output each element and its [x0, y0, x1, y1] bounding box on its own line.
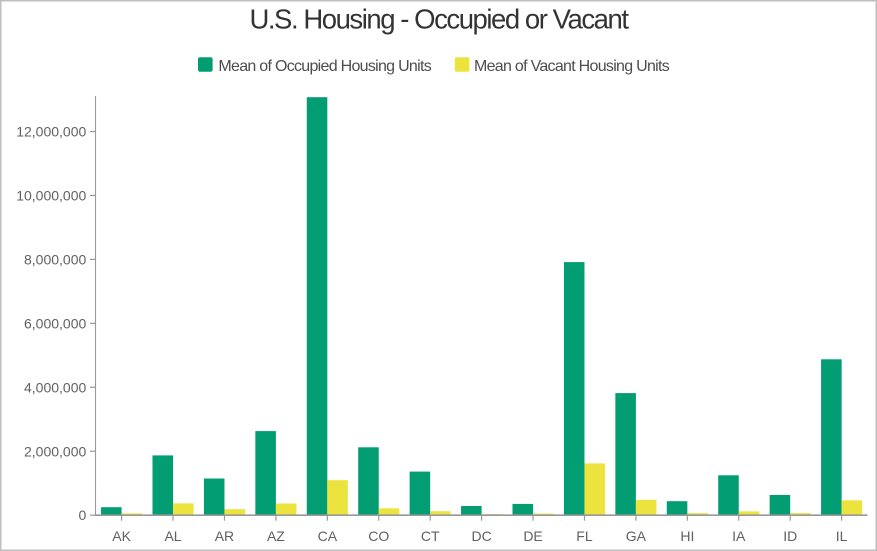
svg-text:AZ: AZ — [267, 528, 285, 544]
svg-text:IA: IA — [732, 528, 746, 544]
svg-text:6,000,000: 6,000,000 — [24, 315, 86, 331]
svg-text:CA: CA — [318, 528, 338, 544]
svg-text:AL: AL — [164, 528, 181, 544]
svg-text:IL: IL — [836, 528, 848, 544]
svg-text:10,000,000: 10,000,000 — [16, 187, 86, 203]
svg-text:CT: CT — [421, 528, 440, 544]
svg-text:4,000,000: 4,000,000 — [24, 379, 86, 395]
svg-text:8,000,000: 8,000,000 — [24, 251, 86, 267]
svg-text:12,000,000: 12,000,000 — [16, 124, 86, 140]
svg-text:FL: FL — [576, 528, 593, 544]
svg-text:DC: DC — [471, 528, 491, 544]
svg-text:DE: DE — [523, 528, 542, 544]
svg-text:2,000,000: 2,000,000 — [24, 443, 86, 459]
svg-text:ID: ID — [783, 528, 797, 544]
svg-text:Mean of Occupied Housing Units: Mean of Occupied Housing Units — [218, 58, 431, 75]
svg-text:0: 0 — [79, 507, 87, 523]
svg-text:HI: HI — [680, 528, 694, 544]
svg-text:AR: AR — [215, 528, 234, 544]
svg-text:CO: CO — [368, 528, 389, 544]
svg-text:GA: GA — [626, 528, 647, 544]
svg-text:AK: AK — [112, 528, 131, 544]
svg-text:Mean of Vacant Housing Units: Mean of Vacant Housing Units — [474, 58, 670, 75]
svg-text:U.S. Housing - Occupied or Vac: U.S. Housing - Occupied or Vacant — [249, 4, 629, 35]
